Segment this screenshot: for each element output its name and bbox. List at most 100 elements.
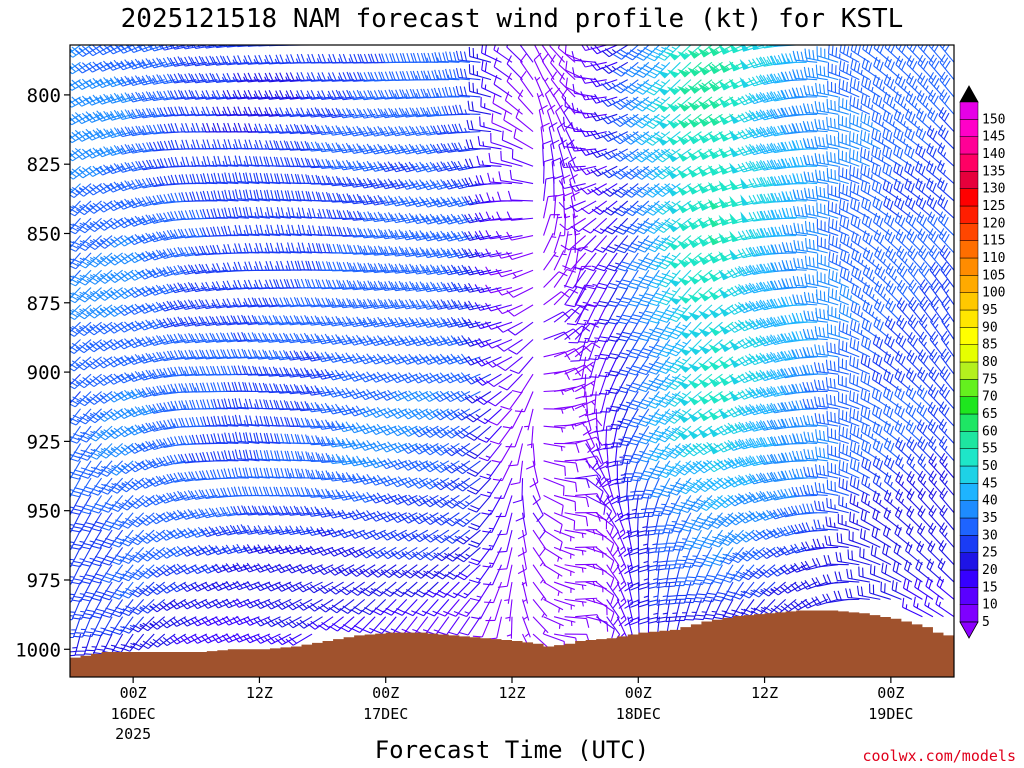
wind-barb-full [70, 243, 79, 250]
wind-barb-half [162, 424, 166, 429]
wind-barb-half [89, 325, 94, 329]
wind-barb-full [70, 493, 80, 498]
wind-barb-full [134, 461, 143, 469]
wind-barb-full [149, 623, 158, 630]
wind-barb-full [124, 372, 132, 381]
wind-barb-half [100, 465, 106, 469]
wind-barb-full [96, 396, 105, 404]
wind-barb-full [99, 203, 108, 211]
wind-barb [116, 144, 144, 155]
wind-barb-full [99, 147, 107, 156]
wind-barb-half [110, 429, 116, 433]
wind-barb-full [96, 415, 105, 422]
wind-barb [127, 353, 155, 365]
wind-barb [110, 616, 134, 635]
wind-barb-full [115, 589, 125, 594]
wind-barb-half [130, 78, 135, 83]
wind-barb-full [89, 509, 100, 514]
wind-barb-full [159, 124, 165, 134]
wind-barb-half [109, 113, 114, 118]
wind-barb-full [159, 91, 165, 101]
wind-barb-full [84, 521, 95, 526]
wind-barb [75, 321, 102, 337]
wind-barb-full [110, 341, 118, 349]
wind-barb-full [86, 278, 96, 285]
wind-barb-full [148, 304, 155, 313]
wind-barb-full [105, 537, 115, 542]
wind-barb-full [135, 516, 144, 523]
wind-barb-full [70, 546, 81, 550]
wind-barb-full [106, 46, 114, 55]
wind-barb-full [141, 91, 148, 101]
wind-barb-full [93, 467, 104, 472]
wind-barb-full [127, 273, 136, 281]
wind-barb-full [102, 505, 112, 510]
wind-barb-full [103, 164, 111, 173]
wind-barb-full [91, 470, 101, 475]
wind-barb-full [130, 305, 139, 314]
wind-barb-half [141, 390, 146, 396]
wind-barb-full [149, 553, 158, 561]
wind-barb-full [85, 128, 93, 137]
wind-barb-full [81, 95, 90, 104]
wind-barb-full [127, 45, 134, 53]
wind-barb-full [112, 540, 122, 545]
wind-barb [127, 370, 155, 383]
wind-barb-full [124, 144, 131, 153]
wind-barb-full [124, 217, 132, 225]
wind-barb-full [145, 268, 153, 277]
wind-barb-full [145, 302, 153, 311]
wind-barb-full [79, 310, 88, 317]
wind-barb-full [70, 282, 76, 287]
wind-barb-full [71, 325, 81, 332]
wind-barb-staff [70, 235, 81, 249]
wind-barb-full [106, 78, 113, 88]
wind-barb-full [127, 340, 135, 349]
wind-barb-full [95, 149, 103, 158]
wind-barb-full [99, 342, 108, 350]
wind-barb-full [70, 511, 80, 515]
wind-barb-full [155, 267, 163, 276]
wind-barb-full [74, 504, 84, 508]
wind-barb-full [99, 325, 108, 333]
wind-barb-full [122, 573, 132, 579]
wind-barb [70, 304, 81, 316]
wind-barb-full [131, 92, 138, 102]
wind-barb-half [111, 465, 116, 469]
wind-barb-half [109, 148, 114, 153]
wind-barb-full [124, 109, 131, 118]
wind-barb-full [113, 181, 121, 190]
wind-barb-full [97, 452, 107, 459]
wind-barb-full [74, 98, 83, 107]
wind-barb-full [84, 504, 94, 508]
wind-barb-half [79, 540, 85, 543]
wind-barb-full [104, 647, 114, 651]
wind-barb-full [87, 435, 97, 442]
wind-barb [110, 599, 134, 618]
wind-barb-full [88, 454, 98, 460]
wind-barb-full [70, 506, 74, 509]
wind-barb-half [120, 183, 125, 188]
wind-barb [95, 60, 123, 72]
wind-barb-full [99, 184, 107, 193]
wind-barb-half [130, 200, 135, 206]
wind-barb-full [145, 250, 153, 259]
wind-barb-full [131, 109, 138, 119]
wind-barb-full [166, 56, 173, 66]
wind-barb [127, 179, 155, 190]
wind-barb-half [101, 483, 106, 487]
wind-barb-full [152, 107, 158, 117]
wind-barb-half [99, 290, 105, 295]
wind-barb-full [89, 204, 98, 212]
wind-barb-half [120, 201, 125, 206]
wind-barb-full [84, 631, 94, 634]
wind-barb [83, 633, 103, 655]
wind-barb-half [121, 464, 126, 468]
wind-barb [127, 303, 155, 315]
wind-barb-full [132, 624, 142, 630]
wind-barb-half [149, 622, 155, 627]
wind-barb [148, 301, 176, 313]
wind-barb-full [127, 446, 135, 454]
wind-barb-full [137, 253, 145, 262]
